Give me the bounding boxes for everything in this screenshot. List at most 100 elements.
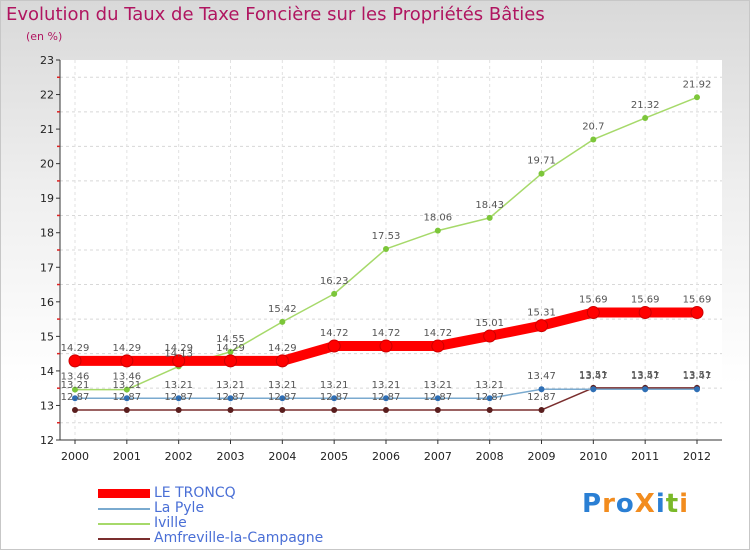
data-label: 13.21 [320, 380, 349, 391]
legend-label: Iville [154, 515, 187, 531]
data-point [642, 115, 649, 122]
data-label: 14.29 [268, 343, 297, 354]
x-tick-label: 2008 [476, 450, 504, 463]
data-point [227, 348, 234, 355]
x-tick-label: 2000 [61, 450, 89, 463]
y-tick-label: 20 [40, 158, 54, 171]
y-tick-label: 19 [40, 192, 54, 205]
data-point [175, 406, 182, 413]
data-point [590, 136, 597, 143]
data-point [483, 329, 497, 343]
data-point [535, 319, 548, 333]
data-label: 12.87 [372, 392, 401, 403]
x-tick-label: 2010 [579, 450, 607, 463]
y-tick-label: 16 [40, 296, 54, 309]
data-point [383, 406, 389, 413]
data-label: 12.87 [113, 392, 142, 403]
data-label: 18.06 [424, 213, 453, 224]
data-label: 14.13 [164, 348, 193, 359]
chart-title: Evolution du Taux de Taxe Foncière sur l… [6, 4, 545, 25]
x-tick-label: 2007 [424, 450, 452, 463]
data-label: 13.21 [475, 380, 504, 391]
data-point [538, 170, 545, 177]
data-label: 13.46 [113, 372, 142, 383]
legend-swatch [98, 523, 150, 525]
data-label: 13.21 [61, 380, 90, 391]
legend-swatch [98, 508, 150, 510]
data-point [227, 395, 234, 402]
data-label: 12.87 [475, 392, 504, 403]
proxiti-logo: ProXiti [582, 489, 689, 519]
data-label: 17.53 [372, 231, 401, 242]
data-label: 19.71 [527, 156, 556, 167]
data-label: 15.69 [579, 295, 608, 306]
data-point [431, 339, 445, 353]
data-label: 14.29 [113, 343, 142, 354]
data-point [331, 395, 338, 402]
data-point [72, 386, 78, 393]
data-point [538, 406, 545, 413]
logo-letter: X [634, 489, 656, 519]
y-tick-label: 22 [40, 89, 54, 102]
logo-letter: P [582, 489, 603, 519]
data-label: 15.69 [683, 295, 712, 306]
data-label: 18.43 [475, 200, 504, 211]
data-label: 15.42 [268, 304, 297, 315]
data-label: 16.23 [320, 276, 349, 287]
data-point [383, 245, 389, 252]
x-tick-label: 2009 [528, 450, 556, 463]
logo-letter: o [615, 489, 635, 519]
data-label: 12.87 [61, 392, 90, 403]
data-label: 21.92 [683, 79, 712, 90]
y-tick-label: 12 [40, 434, 54, 447]
x-tick-label: 2005 [320, 450, 348, 463]
data-label: 15.69 [631, 295, 660, 306]
data-label: 13.21 [424, 380, 453, 391]
x-tick-label: 2001 [113, 450, 141, 463]
data-label: 14.72 [424, 328, 453, 339]
data-label: 20.7 [582, 121, 604, 132]
data-point [434, 406, 441, 413]
data-point [638, 306, 652, 320]
x-tick-label: 2012 [683, 450, 711, 463]
data-point [694, 94, 700, 101]
data-point [690, 306, 704, 320]
data-label: 13.21 [268, 380, 297, 391]
data-point [279, 406, 286, 413]
chart-subtitle: (en %) [26, 30, 63, 43]
data-label: 12.87 [216, 392, 245, 403]
x-tick-label: 2003 [217, 450, 245, 463]
data-label: 14.72 [372, 328, 401, 339]
data-label: 13.51 [683, 370, 712, 381]
legend-swatch [98, 489, 150, 498]
data-point [172, 354, 186, 368]
data-point [331, 406, 338, 413]
data-label: 14.29 [216, 343, 245, 354]
data-label: 13.21 [372, 380, 401, 391]
legend-swatch [98, 538, 150, 540]
data-label: 12.87 [424, 392, 453, 403]
data-point [694, 386, 700, 393]
logo-letter: t [665, 489, 680, 519]
data-label: 13.47 [527, 371, 556, 382]
data-label: 13.21 [113, 380, 142, 391]
data-point [72, 395, 78, 402]
legend-label: La Pyle [154, 500, 205, 516]
data-point [279, 318, 286, 325]
data-point [123, 395, 130, 402]
data-point [379, 339, 393, 353]
legend-label: LE TRONCQ [154, 485, 236, 501]
data-label: 13.21 [164, 380, 193, 391]
y-tick-label: 21 [40, 123, 54, 136]
data-point [123, 406, 130, 413]
x-tick-label: 2002 [165, 450, 193, 463]
data-point [434, 395, 441, 402]
y-tick-label: 15 [40, 330, 54, 343]
data-label: 12.87 [320, 392, 349, 403]
data-point [383, 395, 389, 402]
data-point [486, 395, 493, 402]
y-tick-label: 17 [40, 261, 54, 274]
data-point [486, 406, 493, 413]
data-label: 14.72 [320, 328, 349, 339]
